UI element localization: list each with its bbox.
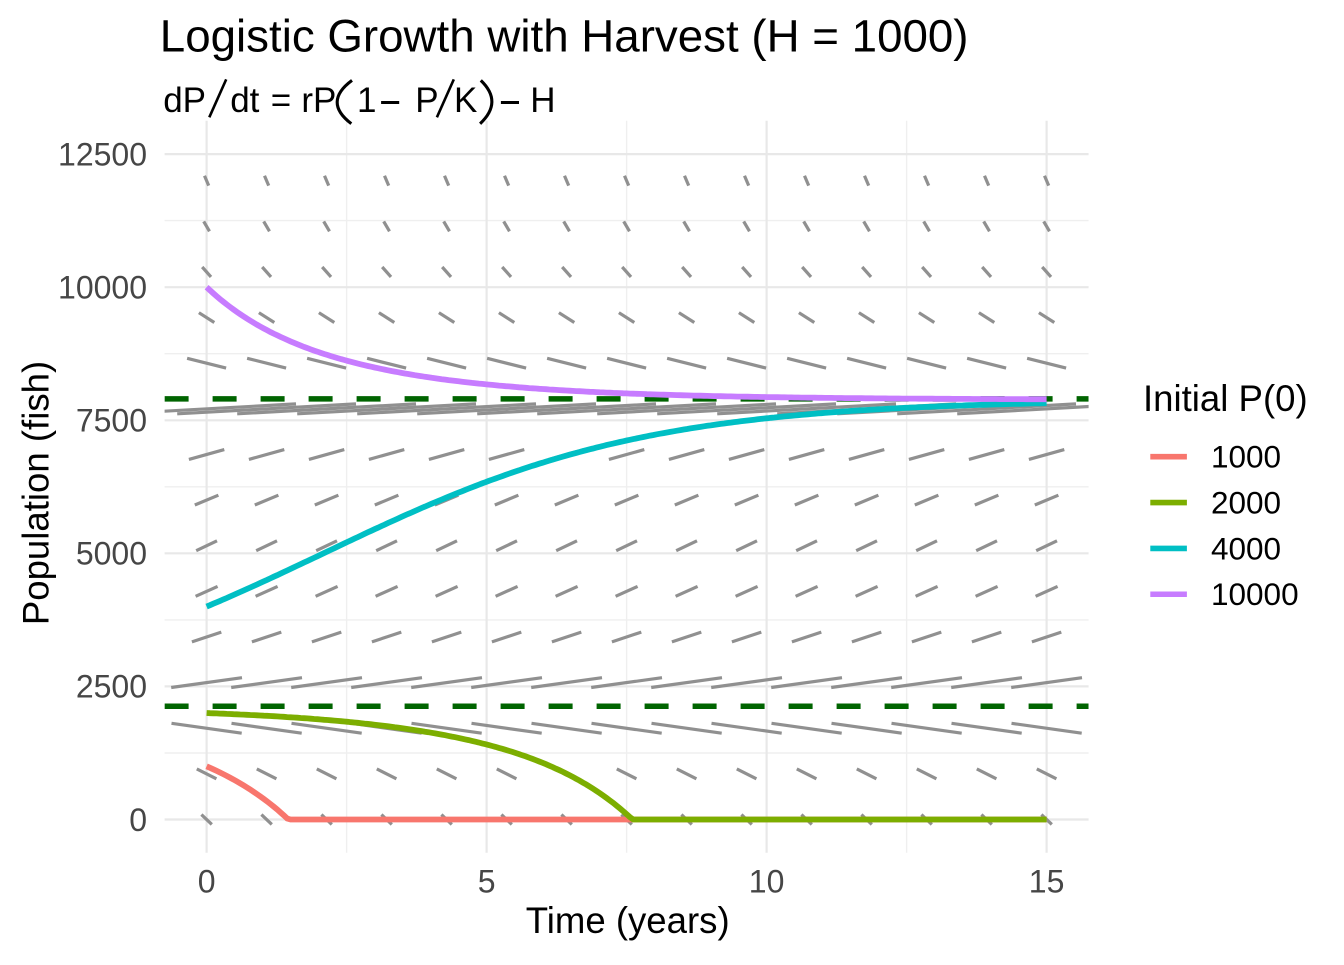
svg-text:15: 15 [1029,864,1065,900]
svg-text:Logistic Growth with Harvest (: Logistic Growth with Harvest (H = 1000) [160,11,969,62]
svg-text:2500: 2500 [76,669,147,705]
svg-text:0: 0 [129,802,147,838]
svg-text:7500: 7500 [76,403,147,439]
svg-text:Population (fish): Population (fish) [16,361,57,625]
svg-text:K: K [454,81,477,120]
svg-text:=: = [271,81,291,120]
svg-text:Time (years): Time (years) [526,900,730,941]
svg-text:10: 10 [749,864,785,900]
svg-text:1000: 1000 [1211,439,1281,475]
svg-text:rP: rP [301,81,336,120]
svg-text:10000: 10000 [58,270,147,306]
svg-text:dt: dt [230,81,259,120]
svg-text:10000: 10000 [1211,576,1299,612]
svg-text:0: 0 [198,864,216,900]
svg-text:Initial P(0): Initial P(0) [1143,378,1308,419]
svg-text:dP: dP [163,81,206,120]
svg-text:5: 5 [478,864,496,900]
svg-text:H: H [530,81,555,120]
svg-text:4000: 4000 [1211,530,1281,566]
svg-text:P: P [415,81,438,120]
svg-text:12500: 12500 [58,136,147,172]
svg-text:1: 1 [357,81,376,120]
svg-text:2000: 2000 [1211,485,1281,521]
svg-text:5000: 5000 [76,536,147,572]
